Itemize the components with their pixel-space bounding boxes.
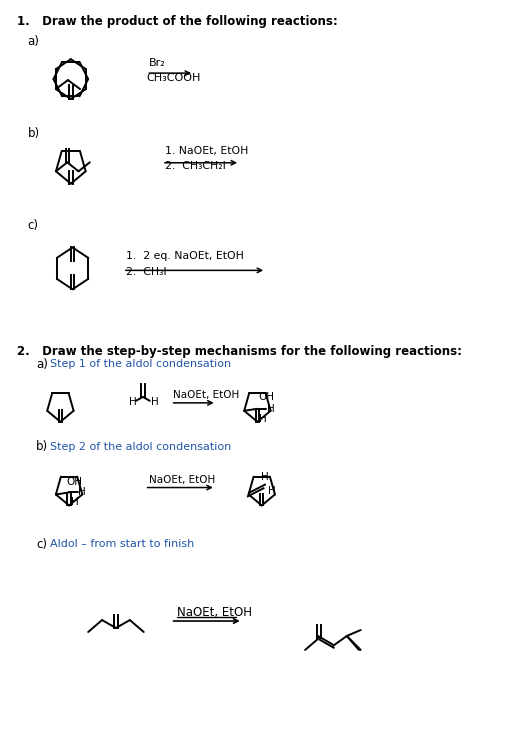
Text: Aldol – from start to finish: Aldol – from start to finish <box>50 539 194 549</box>
Text: b): b) <box>27 127 40 140</box>
Text: H: H <box>71 498 78 507</box>
Text: NaOEt, EtOH: NaOEt, EtOH <box>177 606 251 619</box>
Text: Step 2 of the aldol condensation: Step 2 of the aldol condensation <box>50 442 231 451</box>
Text: OH: OH <box>258 392 274 401</box>
Text: c): c) <box>36 538 47 550</box>
Text: 1.   Draw the product of the following reactions:: 1. Draw the product of the following rea… <box>17 15 338 29</box>
Text: a): a) <box>27 35 39 48</box>
Text: H: H <box>129 397 137 407</box>
Text: c): c) <box>27 219 38 231</box>
Text: NaOEt, EtOH: NaOEt, EtOH <box>173 390 239 400</box>
Text: 2.  CH₃I: 2. CH₃I <box>126 267 167 277</box>
Text: Step 1 of the aldol condensation: Step 1 of the aldol condensation <box>50 359 231 369</box>
Text: OH: OH <box>66 476 82 487</box>
Text: 1.  2 eq. NaOEt, EtOH: 1. 2 eq. NaOEt, EtOH <box>126 252 244 261</box>
Text: H: H <box>267 404 274 414</box>
Text: b): b) <box>36 440 48 453</box>
Text: NaOEt, EtOH: NaOEt, EtOH <box>149 475 215 484</box>
Text: H: H <box>268 487 275 496</box>
Text: 2.  CH₃CH₂I: 2. CH₃CH₂I <box>165 161 227 171</box>
Text: 1. NaOEt, EtOH: 1. NaOEt, EtOH <box>165 146 249 156</box>
Text: H: H <box>259 414 267 424</box>
Text: H: H <box>151 397 158 407</box>
Text: 2.   Draw the step-by-step mechanisms for the following reactions:: 2. Draw the step-by-step mechanisms for … <box>17 345 462 358</box>
Text: CH₃COOH: CH₃COOH <box>146 73 201 83</box>
Text: H: H <box>261 471 268 482</box>
Text: a): a) <box>36 357 48 371</box>
Text: H: H <box>78 487 86 498</box>
Text: Br₂: Br₂ <box>149 58 165 68</box>
